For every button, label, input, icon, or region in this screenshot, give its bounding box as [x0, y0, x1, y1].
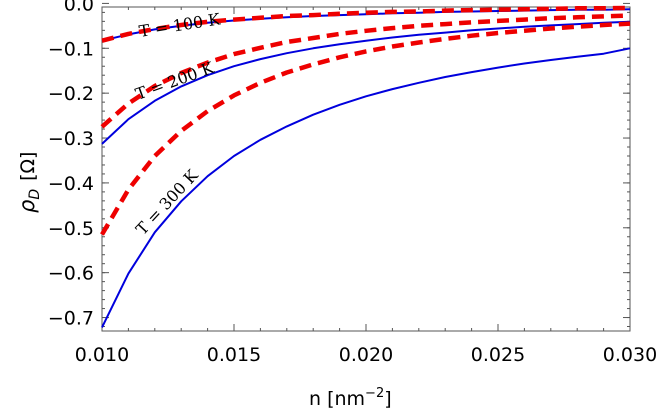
annotation-t300: T = 300 K — [132, 165, 202, 239]
y-tick-label: 0.0 — [64, 0, 94, 15]
x-tick-label: 0.020 — [339, 344, 393, 366]
y-tick-label: −0.7 — [48, 308, 94, 330]
y-tick-label: −0.5 — [48, 218, 94, 240]
x-tick-label: 0.025 — [471, 344, 525, 366]
series-line-t-100-k-dashed — [101, 5, 631, 43]
series-line-t-300-k-solid — [101, 47, 631, 328]
y-axis-title: ρD[Ω] — [15, 152, 43, 213]
x-tick-label: 0.030 — [603, 344, 657, 366]
x-axis-title: n [nm−2] — [309, 386, 392, 410]
series-layer — [100, 5, 631, 328]
series-line-t-300-k-dashed — [100, 21, 631, 236]
y-tick-label: −0.3 — [48, 128, 94, 150]
series-line-t-200-k-dashed — [100, 13, 631, 129]
axis-ticks: 0.010 0.015 0.020 0.025 0.030 0.0 −0.1 −0.2 −0.3… — [48, 0, 657, 366]
y-tick-label: −0.2 — [48, 83, 94, 105]
x-tick-label: 0.015 — [207, 344, 261, 366]
plot-frame — [101, 6, 631, 332]
y-tick-label: −0.1 — [48, 38, 94, 60]
x-tick-label: 0.010 — [75, 344, 129, 366]
y-tick-label: −0.4 — [48, 173, 94, 195]
annotation-t100: T = 100 K — [138, 9, 223, 41]
series-line-t-200-k-solid — [101, 20, 631, 145]
annotation-t200: T = 200 K — [133, 58, 217, 104]
y-tick-label: −0.6 — [48, 263, 94, 285]
